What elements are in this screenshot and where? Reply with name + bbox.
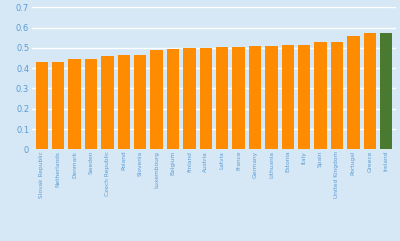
Bar bbox=[364, 33, 376, 149]
Bar bbox=[298, 45, 310, 149]
Bar bbox=[150, 51, 163, 149]
Bar bbox=[52, 62, 64, 149]
Bar bbox=[347, 36, 360, 149]
Bar bbox=[101, 56, 114, 149]
Bar bbox=[68, 59, 81, 149]
Bar bbox=[183, 48, 196, 149]
Bar bbox=[118, 55, 130, 149]
Bar bbox=[314, 42, 327, 149]
Bar bbox=[36, 62, 48, 149]
Bar bbox=[134, 55, 146, 149]
Bar bbox=[380, 33, 392, 149]
Bar bbox=[249, 46, 261, 149]
Bar bbox=[232, 47, 245, 149]
Bar bbox=[265, 46, 278, 149]
Bar bbox=[331, 42, 343, 149]
Bar bbox=[282, 45, 294, 149]
Bar bbox=[167, 49, 179, 149]
Bar bbox=[85, 59, 97, 149]
Bar bbox=[216, 47, 228, 149]
Bar bbox=[200, 48, 212, 149]
